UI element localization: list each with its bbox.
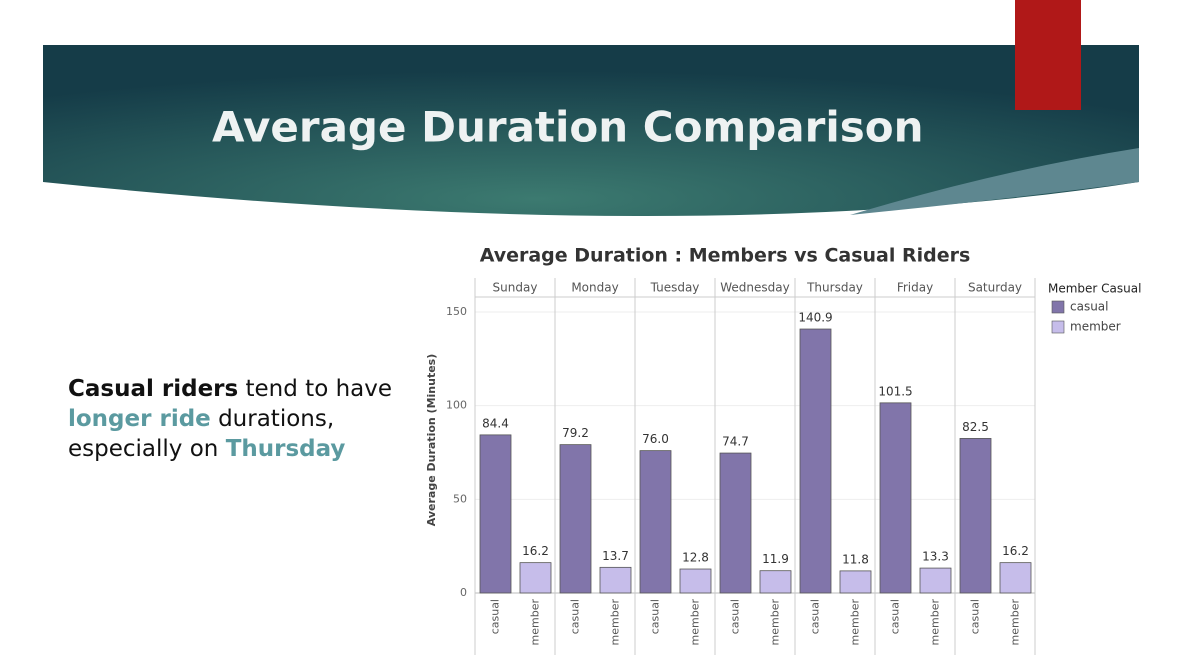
bar <box>919 567 952 594</box>
bar <box>639 450 672 594</box>
x-tick-label: casual <box>569 599 582 634</box>
bar <box>839 570 872 594</box>
x-tick-label: casual <box>489 599 502 634</box>
bar <box>719 452 752 594</box>
facet-label: Sunday <box>493 281 538 295</box>
facet-label: Tuesday <box>650 281 700 295</box>
slide-title: Average Duration Comparison <box>212 103 923 152</box>
x-tick-label: member <box>529 599 542 646</box>
x-tick-label: member <box>689 599 702 646</box>
bar <box>799 328 832 594</box>
y-tick-label: 50 <box>453 492 467 505</box>
y-tick-label: 100 <box>446 399 467 412</box>
x-tick-label: casual <box>809 599 822 634</box>
red-tab <box>1015 0 1081 110</box>
x-tick-label: member <box>769 599 782 646</box>
facet-label: Friday <box>897 281 933 295</box>
bar <box>559 444 592 594</box>
value-label: 82.5 <box>962 420 989 434</box>
text-run: tend to have <box>245 376 393 402</box>
bar <box>599 566 632 594</box>
value-label: 140.9 <box>798 311 832 325</box>
x-tick-label: casual <box>649 599 662 634</box>
chart-title: Average Duration : Members vs Casual Rid… <box>480 245 971 267</box>
legend-label: casual <box>1070 300 1109 314</box>
value-label: 76.0 <box>642 432 669 446</box>
bar <box>999 562 1032 594</box>
side-text: Casual riders tend to have longer ride d… <box>68 374 392 464</box>
value-label: 11.9 <box>762 552 789 566</box>
bar <box>879 402 912 594</box>
value-label: 16.2 <box>522 544 549 558</box>
banner <box>43 45 1139 216</box>
legend-label: member <box>1070 320 1121 334</box>
value-label: 74.7 <box>722 435 749 449</box>
legend-swatch <box>1051 320 1065 334</box>
text-run: especially on <box>68 436 219 462</box>
facet-label: Monday <box>571 281 618 295</box>
x-tick-label: casual <box>889 599 902 634</box>
x-tick-label: member <box>929 599 942 646</box>
value-label: 11.8 <box>842 552 869 566</box>
facet-label: Wednesday <box>720 281 789 295</box>
x-tick-label: casual <box>729 599 742 634</box>
x-tick-label: member <box>609 599 622 646</box>
x-tick-label: member <box>849 599 862 646</box>
x-tick-label: casual <box>969 599 982 634</box>
bar <box>959 438 992 594</box>
legend-swatch <box>1051 300 1065 314</box>
y-tick-label: 150 <box>446 305 467 318</box>
value-label: 13.7 <box>602 549 629 563</box>
text-run: Casual riders <box>68 376 239 402</box>
bar <box>519 562 552 594</box>
value-label: 16.2 <box>1002 544 1029 558</box>
text-run: longer ride <box>68 406 211 432</box>
bar <box>479 434 512 594</box>
facet-label: Saturday <box>968 281 1022 295</box>
bar <box>759 570 792 594</box>
x-tick-label: member <box>1009 599 1022 646</box>
value-label: 101.5 <box>878 384 912 398</box>
banner-accent <box>850 148 1139 215</box>
value-label: 13.3 <box>922 550 949 564</box>
value-label: 79.2 <box>562 426 589 440</box>
value-label: 12.8 <box>682 551 709 565</box>
value-label: 84.4 <box>482 416 509 430</box>
bar <box>679 568 712 594</box>
text-run: durations, <box>218 406 335 432</box>
y-tick-label: 0 <box>460 586 467 599</box>
text-run: Thursday <box>225 436 346 462</box>
facet-label: Thursday <box>806 281 863 295</box>
legend-title: Member Casual <box>1048 282 1141 296</box>
y-axis-label: Average Duration (Minutes) <box>425 354 438 527</box>
